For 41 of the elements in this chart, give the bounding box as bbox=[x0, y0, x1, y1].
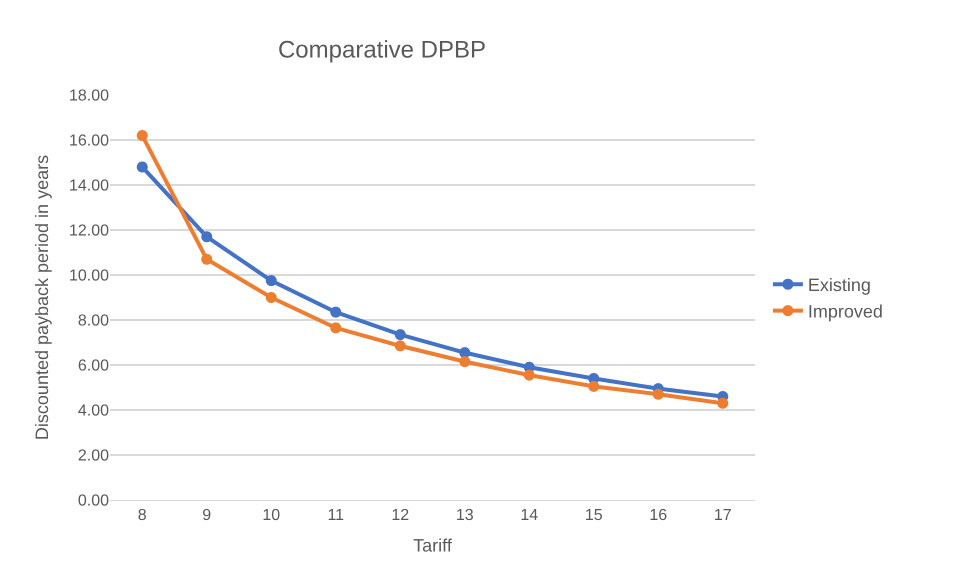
y-tick-label: 2.00 bbox=[78, 448, 110, 465]
x-tick-label: 8 bbox=[138, 507, 147, 524]
x-tick-label: 10 bbox=[262, 507, 280, 524]
point bbox=[652, 388, 664, 400]
y-tick-label: 16.00 bbox=[68, 132, 110, 150]
y-tick-label: 14.00 bbox=[68, 178, 110, 195]
chart-title: Comparative DPBP bbox=[278, 36, 486, 64]
y-tick-label: 12.00 bbox=[68, 222, 110, 240]
y-axis-title: Discounted payback period in years bbox=[32, 154, 52, 440]
legend-label: Improved bbox=[808, 302, 883, 322]
y-tick-label: 6.00 bbox=[78, 358, 110, 375]
legend-label: Existing bbox=[808, 275, 871, 296]
x-tick-label: 12 bbox=[391, 507, 410, 524]
x-tick-label: 15 bbox=[584, 507, 603, 524]
point bbox=[330, 306, 342, 318]
x-tick-label: 9 bbox=[202, 507, 212, 524]
x-tick-label: 16 bbox=[649, 507, 668, 524]
x-tick-label: 14 bbox=[520, 507, 538, 524]
y-tick-label: 8.00 bbox=[78, 312, 110, 330]
point bbox=[459, 356, 470, 368]
point bbox=[459, 347, 470, 358]
point bbox=[330, 322, 342, 334]
point bbox=[136, 162, 148, 172]
point bbox=[588, 380, 600, 392]
point bbox=[266, 292, 277, 303]
y-tick-label: 0.00 bbox=[78, 492, 110, 510]
point bbox=[136, 130, 148, 141]
point bbox=[394, 340, 406, 352]
point bbox=[201, 231, 212, 242]
y-tick-label: 10.00 bbox=[68, 268, 110, 285]
x-tick-label: 13 bbox=[456, 507, 474, 524]
x-axis-title: Tariff bbox=[413, 535, 453, 556]
y-tick-label: 4.00 bbox=[78, 402, 110, 420]
point bbox=[394, 329, 406, 340]
point bbox=[717, 398, 728, 409]
point bbox=[201, 254, 212, 265]
x-tick-label: 11 bbox=[327, 507, 344, 524]
x-tick-label: 17 bbox=[714, 507, 732, 524]
y-tick-label: 18.00 bbox=[68, 88, 110, 105]
point bbox=[524, 370, 535, 381]
point bbox=[266, 275, 277, 286]
